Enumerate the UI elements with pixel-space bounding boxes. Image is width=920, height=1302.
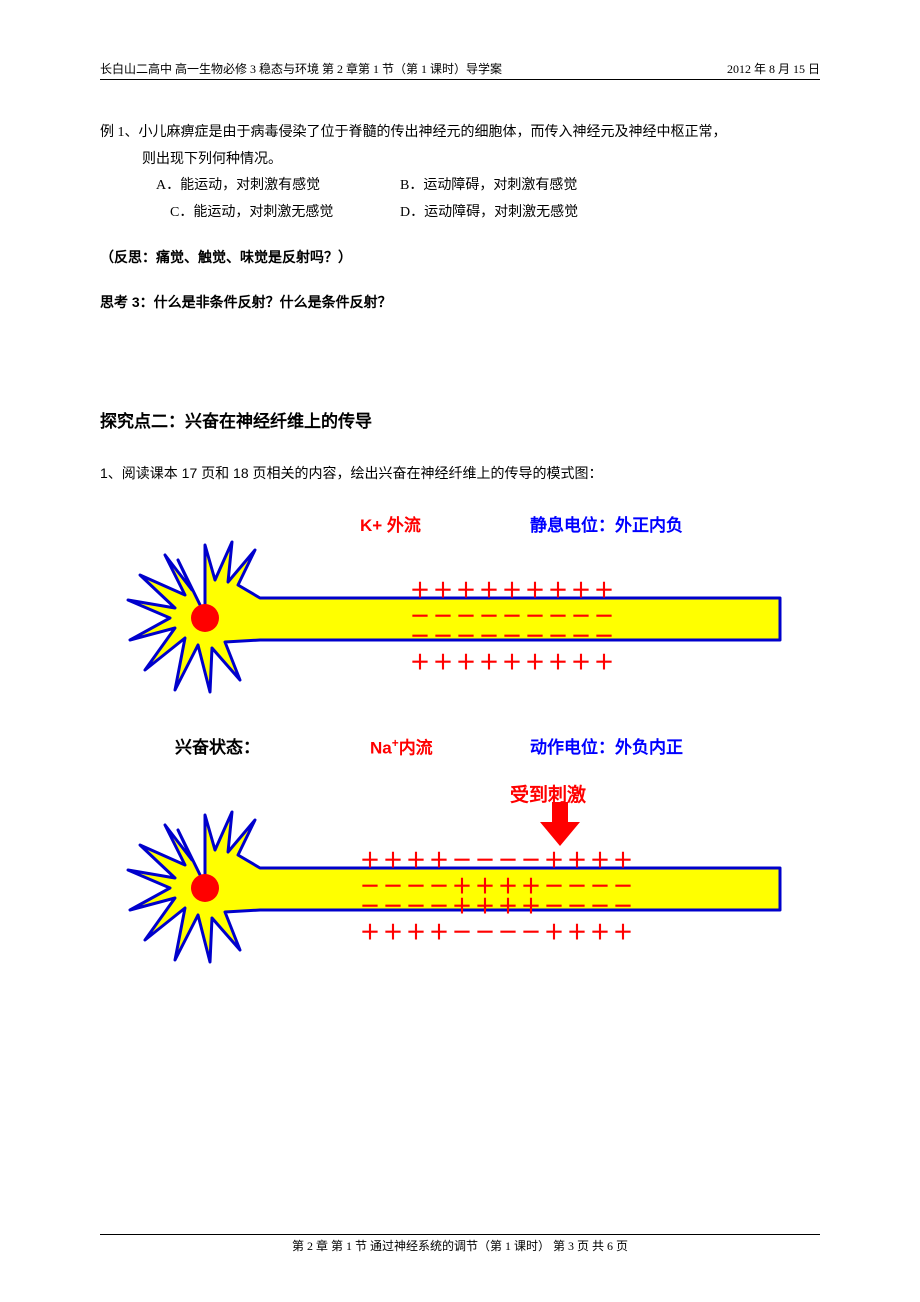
- options-row-2: C．能运动，对刺激无感觉 D．运动障碍，对刺激无感觉: [100, 200, 820, 227]
- option-c: C．能运动，对刺激无感觉: [100, 200, 400, 227]
- page-header: 长白山二高中 高一生物必修 3 稳态与环境 第 2 章第 1 节（第 1 课时）…: [100, 60, 820, 80]
- header-right: 2012 年 8 月 15 日: [727, 60, 820, 77]
- label-na-inflow: Na+内流: [370, 732, 433, 765]
- charges-n2-l4: ＋＋＋＋－－－－＋＋＋＋: [360, 914, 636, 952]
- think-3: 思考 3：什么是非条件反射？什么是条件反射？: [100, 289, 820, 316]
- neuron-diagram: K+ 外流 静息电位：外正内负 ＋＋＋＋＋＋＋＋＋ －－－－－－－－－ －－－－…: [100, 510, 820, 1030]
- option-b: B．运动障碍，对刺激有感觉: [400, 173, 577, 200]
- label-action-potential: 动作电位：外负内正: [530, 732, 683, 764]
- label-excited-state: 兴奋状态：: [175, 732, 260, 764]
- example-1-cont: 则出现下列何种情况。: [100, 147, 820, 174]
- options-row-1: A．能运动，对刺激有感觉 B．运动障碍，对刺激有感觉: [100, 173, 820, 200]
- option-d: D．运动障碍，对刺激无感觉: [400, 200, 578, 227]
- charges-n1-bot-plus: ＋＋＋＋＋＋＋＋＋: [410, 644, 617, 682]
- example-1-lead: 例 1、小儿麻痹症是由于病毒侵染了位于脊髓的传出神经元的细胞体，而传入神经元及神…: [100, 120, 820, 147]
- option-a: A．能运动，对刺激有感觉: [100, 173, 400, 200]
- page-footer: 第 2 章 第 1 节 通过神经系统的调节（第 1 课时） 第 3 页 共 6 …: [100, 1234, 820, 1254]
- na-suffix: 内流: [399, 739, 433, 758]
- task-1: 1、阅读课本 17 页和 18 页相关的内容，绘出兴奋在神经纤维上的传导的模式图…: [100, 460, 820, 487]
- header-left: 长白山二高中 高一生物必修 3 稳态与环境 第 2 章第 1 节（第 1 课时）…: [100, 60, 502, 77]
- reflect-line: （反思：痛觉、触觉、味觉是反射吗？）: [100, 244, 820, 271]
- na-prefix: Na: [370, 739, 392, 758]
- example-1: 例 1、小儿麻痹症是由于病毒侵染了位于脊髓的传出神经元的细胞体，而传入神经元及神…: [100, 120, 820, 226]
- section-2-title: 探究点二：兴奋在神经纤维上的传导: [100, 406, 820, 438]
- body-content: 例 1、小儿麻痹症是由于病毒侵染了位于脊髓的传出神经元的细胞体，而传入神经元及神…: [100, 120, 820, 1030]
